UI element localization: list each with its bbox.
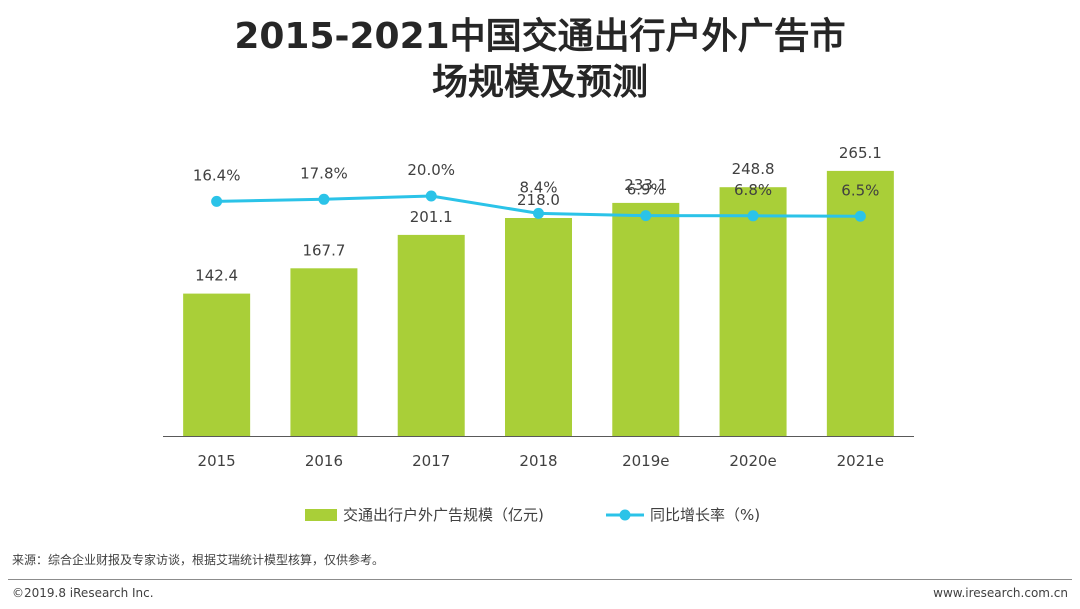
bar-label-2017: 201.1 [410, 208, 453, 226]
growth-point-2016 [318, 193, 330, 205]
x-tick-2018: 2018 [519, 452, 557, 470]
bar-label-2015: 142.4 [195, 267, 238, 285]
chart-title: 2015-2021中国交通出行户外广告市 场规模及预测 [0, 14, 1080, 106]
x-tick-2020e: 2020e [729, 452, 776, 470]
x-tick-2016: 2016 [305, 452, 343, 470]
chart-title-line-1: 2015-2021中国交通出行户外广告市 [234, 16, 846, 57]
bar-label-2016: 167.7 [302, 241, 345, 259]
growth-label-2017: 20.0% [407, 161, 455, 179]
x-tick-2019e: 2019e [622, 452, 669, 470]
x-tick-2017: 2017 [412, 452, 450, 470]
growth-point-2015 [211, 195, 223, 207]
bar-2015 [183, 293, 251, 436]
source-note: 来源：综合企业财报及专家访谈，根据艾瑞统计模型核算，仅供参考。 [12, 553, 385, 567]
legend-line-marker [619, 509, 631, 521]
bar-2018 [505, 218, 572, 436]
growth-label-2018: 8.4% [519, 178, 557, 196]
legend-line-label: 同比增长率（%) [650, 506, 760, 524]
growth-point-2017 [425, 190, 437, 202]
website-link[interactable]: www.iresearch.com.cn [933, 586, 1068, 600]
chart-area: 142.4 167.7 201.1 218.0 233.1 248.8 265.1 2015 2… [163, 144, 914, 524]
bar-2020e [719, 187, 787, 436]
bar-2017 [397, 234, 465, 436]
growth-label-2019e: 6.9% [627, 181, 665, 199]
bar-2021e [826, 170, 894, 436]
growth-point-2021e [854, 210, 866, 222]
growth-point-2019e [640, 210, 652, 222]
growth-label-2016: 17.8% [300, 164, 348, 182]
chart-title-line-2: 场规模及预测 [431, 62, 648, 103]
bar-label-2019e: 233.1 [624, 176, 667, 194]
x-tick-2021e: 2021e [837, 452, 884, 470]
growth-point-2018 [533, 207, 544, 219]
growth-label-2021e: 6.5% [841, 181, 879, 199]
growth-point-2020e [747, 210, 759, 222]
growth-label-2020e: 6.8% [734, 181, 772, 199]
growth-label-2015: 16.4% [193, 166, 241, 184]
x-tick-2015: 2015 [198, 452, 236, 470]
footer-divider [8, 579, 1072, 580]
bar-label-2020e: 248.8 [732, 160, 775, 178]
bar-2016 [290, 268, 358, 436]
legend-bar-label: 交通出行户外广告规模（亿元) [343, 506, 544, 524]
bar-label-2021e: 265.1 [839, 144, 882, 162]
bar-label-2018: 218.0 [517, 191, 560, 209]
copyright: ©2019.8 iResearch Inc. [12, 586, 154, 600]
bar-2019e [612, 202, 680, 436]
legend-bar-swatch [305, 509, 337, 521]
